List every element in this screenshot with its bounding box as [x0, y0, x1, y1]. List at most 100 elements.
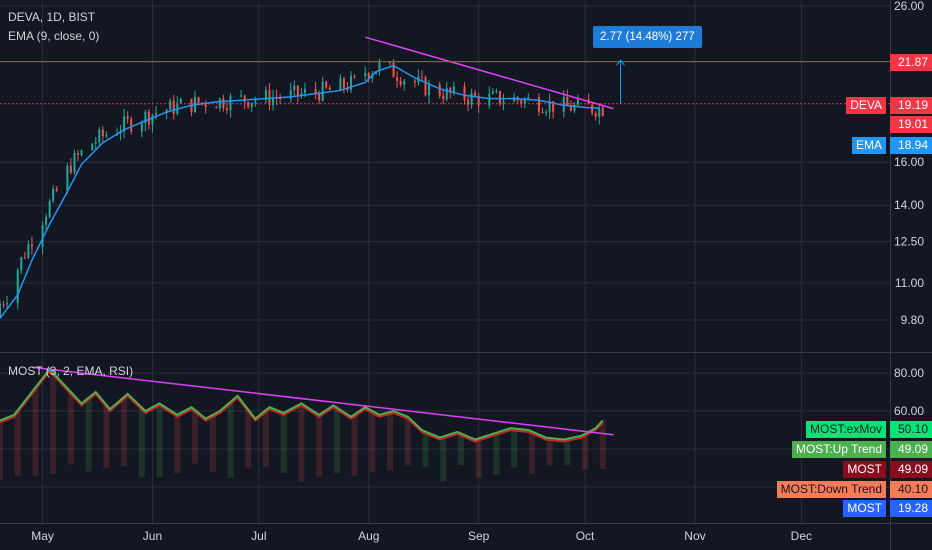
candle-body — [428, 84, 431, 96]
price-tag-value: 19.01 — [890, 116, 932, 133]
candle-body — [23, 257, 26, 259]
x-tick-label: Nov — [684, 529, 705, 543]
candle-body — [442, 95, 445, 100]
most-band — [67, 392, 74, 465]
most-exmov-line — [0, 367, 604, 441]
candle-body — [130, 119, 133, 132]
candle-body — [98, 129, 101, 143]
candle-body — [279, 97, 282, 99]
candle-body — [424, 77, 427, 96]
candle-body — [30, 244, 33, 247]
candle-body — [545, 111, 548, 113]
candle-body — [573, 104, 576, 111]
most-band — [14, 410, 21, 476]
x-tick-label: Sep — [468, 529, 490, 543]
candle-body — [318, 93, 321, 101]
x-tick-label: Dec — [791, 529, 812, 543]
most-tag-label: MOST — [843, 500, 886, 517]
most-band — [422, 431, 429, 468]
most-tag-value: 40.10 — [890, 481, 932, 498]
y-tick-label: 11.00 — [895, 276, 924, 290]
most-band — [174, 414, 181, 474]
candle-body — [452, 86, 455, 93]
candle-body — [569, 105, 572, 111]
candle-body — [527, 97, 530, 99]
ema-line — [0, 64, 600, 319]
candle-body — [300, 93, 303, 96]
candle-body — [367, 73, 370, 79]
candle-body — [445, 87, 448, 100]
candle-body — [250, 102, 253, 108]
y-tick-label: 16.00 — [894, 155, 924, 169]
y-tick-label: 60.00 — [894, 404, 924, 418]
candle-body — [477, 95, 480, 106]
candle-body — [52, 188, 55, 201]
candle-body — [389, 62, 392, 64]
most-band — [546, 437, 553, 466]
candle-body — [73, 153, 76, 173]
ema-legend: EMA (9, close, 0) — [8, 29, 100, 43]
candle-body — [601, 107, 604, 116]
most-band — [404, 416, 411, 466]
candle-body — [562, 96, 565, 112]
most-tag-label: MOST — [843, 461, 886, 478]
candle-body — [350, 75, 353, 90]
candle-body — [94, 142, 97, 144]
most-line-shadow — [0, 369, 604, 443]
most-tag-value: 50.10 — [890, 421, 932, 438]
candle-body — [353, 75, 356, 77]
candle-body — [55, 188, 58, 191]
candle-body — [523, 98, 526, 104]
candle-body — [126, 116, 129, 120]
most-band — [245, 409, 252, 468]
candle-body — [328, 87, 331, 90]
candle-body — [537, 97, 540, 113]
candle-body — [474, 92, 477, 96]
price-tag-value: 19.19 — [890, 96, 932, 114]
candle-body — [314, 88, 317, 94]
most-tag-label: MOST:Down Trend — [776, 481, 886, 498]
candle-body — [69, 165, 72, 173]
most-band — [209, 414, 216, 472]
candle-body — [101, 129, 104, 137]
candle-body — [41, 224, 44, 247]
candle-body — [502, 101, 505, 104]
price-tag-value: 18.94 — [890, 137, 932, 154]
candle-body — [172, 100, 175, 114]
candle-body — [66, 165, 69, 191]
candle-body — [240, 95, 243, 97]
candle-body — [566, 96, 569, 106]
candle-body — [197, 97, 200, 103]
candle-body — [264, 90, 267, 100]
candle-body — [289, 90, 292, 99]
candle-body — [392, 62, 395, 78]
most-band — [85, 397, 92, 472]
candle-body — [215, 107, 218, 109]
candle-body — [342, 78, 345, 89]
most-band — [582, 433, 589, 470]
candle-body — [449, 87, 452, 93]
most-band — [475, 438, 482, 478]
candle-body — [140, 123, 143, 132]
price-trendline — [365, 36, 614, 110]
candle-body — [548, 101, 551, 112]
candle-body — [243, 95, 246, 103]
candle-body — [6, 302, 9, 305]
price-tag-label: EMA — [851, 137, 886, 154]
most-band — [440, 436, 447, 482]
most-band — [564, 438, 571, 466]
candle-body — [144, 111, 147, 124]
candle-body — [48, 200, 51, 217]
most-band — [387, 411, 394, 471]
most-band — [0, 420, 3, 480]
y-tick-label: 14.00 — [894, 198, 924, 212]
y-tick-label: 26.00 — [894, 0, 924, 13]
candle-body — [151, 114, 154, 125]
candle-body — [268, 90, 271, 106]
candle-body — [27, 244, 30, 258]
x-tick-label: Jul — [251, 529, 266, 543]
price-tag-value: 21.87 — [890, 53, 932, 71]
most-band — [493, 432, 500, 475]
